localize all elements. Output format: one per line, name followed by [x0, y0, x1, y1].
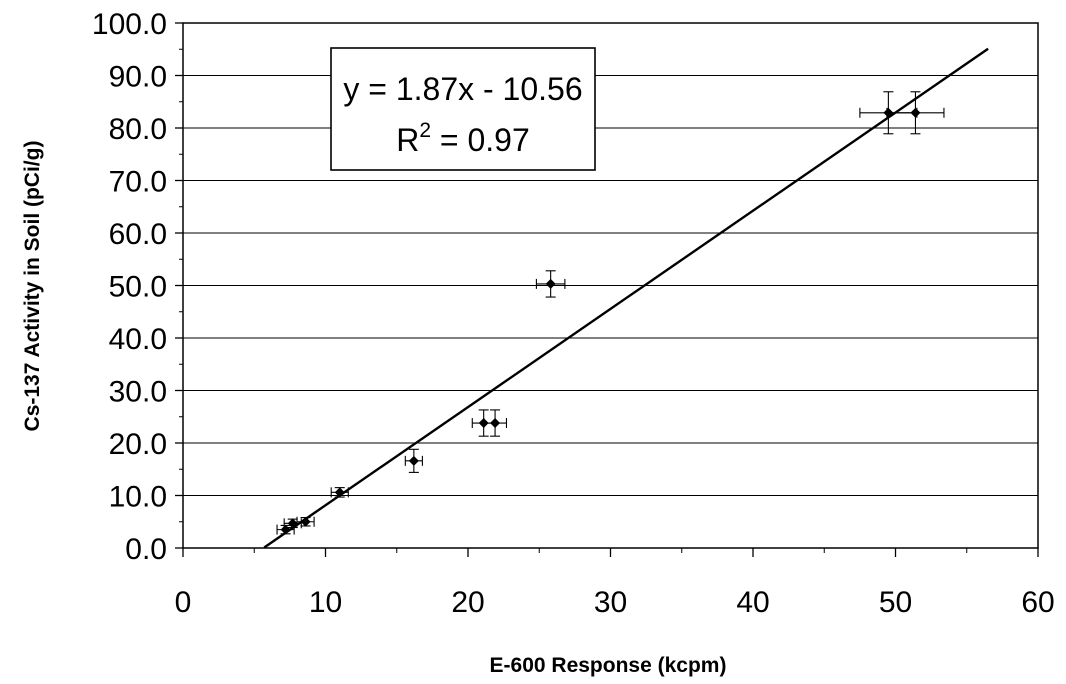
data-point	[483, 409, 508, 437]
data-point	[330, 487, 349, 498]
x-tick-label: 10	[309, 586, 342, 619]
diamond-marker	[287, 518, 298, 529]
diamond-marker	[334, 487, 345, 498]
x-tick-label: 20	[451, 586, 484, 619]
y-tick-label: 0.0	[125, 533, 167, 566]
diamond-marker	[490, 418, 501, 429]
equation-text: y = 1.87x - 10.56	[343, 71, 582, 107]
x-tick-label: 30	[594, 586, 627, 619]
data-point	[404, 448, 423, 473]
gridlines	[183, 74, 1038, 497]
x-tick-label: 60	[1021, 586, 1054, 619]
y-tick-label: 50.0	[109, 271, 167, 304]
x-axis-title: E-600 Response (kcpm)	[490, 654, 727, 677]
x-tick-label: 50	[879, 586, 912, 619]
diamond-marker	[545, 278, 556, 289]
y-tick-label: 100.0	[92, 8, 167, 41]
x-axis: 0 10 20 30 40 50 60	[175, 548, 1055, 619]
y-tick-label: 20.0	[109, 428, 167, 461]
y-tick-label: 70.0	[109, 166, 167, 199]
diamond-marker	[300, 516, 311, 527]
data-point	[283, 518, 302, 529]
diamond-marker	[280, 524, 291, 535]
diamond-marker	[408, 455, 419, 466]
y-tick-label: 10.0	[109, 481, 167, 514]
equation-box: y = 1.87x - 10.56 R2 = 0.97	[330, 47, 596, 171]
y-tick-label: 40.0	[109, 323, 167, 356]
y-tick-label: 80.0	[109, 113, 167, 146]
y-tick-label: 90.0	[109, 61, 167, 94]
y-axis-title: Cs-137 Activity in Soil (pCi/g)	[21, 141, 44, 432]
data-point	[296, 516, 315, 527]
x-tick-label: 40	[736, 586, 769, 619]
data-point	[535, 270, 566, 298]
y-tick-label: 30.0	[109, 376, 167, 409]
data-point	[886, 91, 945, 135]
y-axis: 0.0 10.0 20.0 30.0 40.0 50.0 60.0 70.0 80.0 90.0 1…	[92, 8, 183, 566]
data-points	[276, 91, 945, 535]
trendline	[263, 47, 989, 549]
diamond-marker	[910, 107, 921, 118]
x-tick-label: 0	[175, 586, 192, 619]
r-squared-text: R2 = 0.97	[396, 119, 530, 158]
y-tick-label: 60.0	[109, 218, 167, 251]
